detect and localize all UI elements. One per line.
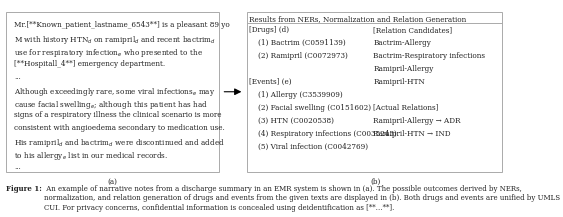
Text: (4) Respiratory infections (C0035243): (4) Respiratory infections (C0035243) xyxy=(249,130,397,138)
Text: [Relation Candidates]: [Relation Candidates] xyxy=(373,26,453,34)
Text: (a): (a) xyxy=(108,178,118,186)
FancyBboxPatch shape xyxy=(6,12,219,172)
Text: (1) Allergy (C3539909): (1) Allergy (C3539909) xyxy=(249,91,343,99)
Text: Ramipril-HTN → IND: Ramipril-HTN → IND xyxy=(373,130,451,138)
Text: Mr.[**Known_patient_lastname_6543**] is a pleasant 89 yo: Mr.[**Known_patient_lastname_6543**] is … xyxy=(14,21,230,29)
Text: (2) Ramipril (C0072973): (2) Ramipril (C0072973) xyxy=(249,52,348,60)
Text: Although exceedingly rare, some viral infections$_e$ may: Although exceedingly rare, some viral in… xyxy=(14,85,216,98)
Text: Ramipril-Allergy: Ramipril-Allergy xyxy=(373,65,434,73)
Text: [Actual Relations]: [Actual Relations] xyxy=(373,104,439,112)
Text: Bactrim-Allergy: Bactrim-Allergy xyxy=(373,39,431,47)
Text: signs of a respiratory illness the clinical scenario is more: signs of a respiratory illness the clini… xyxy=(14,112,221,120)
Text: [**Hospitall_4**] emergency department.: [**Hospitall_4**] emergency department. xyxy=(14,60,165,68)
Text: An example of narrative notes from a discharge summary in an EMR system is shown: An example of narrative notes from a dis… xyxy=(44,185,561,212)
Text: (1) Bactrim (C0591139): (1) Bactrim (C0591139) xyxy=(249,39,346,47)
Text: to his allergy$_e$ list in our medical records.: to his allergy$_e$ list in our medical r… xyxy=(14,150,168,162)
Text: (b): (b) xyxy=(370,178,381,186)
Text: [Drugs] (d): [Drugs] (d) xyxy=(249,26,289,34)
Text: Bactrim-Respiratory infections: Bactrim-Respiratory infections xyxy=(373,52,485,60)
Text: consistent with angioedema secondary to medication use.: consistent with angioedema secondary to … xyxy=(14,124,225,132)
Text: Figure 1:: Figure 1: xyxy=(6,185,42,193)
Text: His ramipril$_d$ and bactrim$_d$ were discontinued and added: His ramipril$_d$ and bactrim$_d$ were di… xyxy=(14,137,225,149)
Text: (3) HTN (C0020538): (3) HTN (C0020538) xyxy=(249,117,334,125)
Text: Results from NERs, Normalization and Relation Generation: Results from NERs, Normalization and Rel… xyxy=(249,15,467,23)
Text: ...: ... xyxy=(14,163,21,171)
Text: use for respiratory infection$_e$ who presented to the: use for respiratory infection$_e$ who pr… xyxy=(14,47,203,59)
Text: (5) Viral infection (C0042769): (5) Viral infection (C0042769) xyxy=(249,143,368,150)
FancyBboxPatch shape xyxy=(247,12,502,172)
Text: M with history HTN$_d$ on ramipril$_d$ and recent bactrim$_d$: M with history HTN$_d$ on ramipril$_d$ a… xyxy=(14,34,216,46)
Text: (2) Facial swelling (C0151602): (2) Facial swelling (C0151602) xyxy=(249,104,372,112)
Text: ...: ... xyxy=(14,73,21,81)
Text: Ramipril-HTN: Ramipril-HTN xyxy=(373,78,425,86)
Text: cause facial swelling$_e$; although this patient has had: cause facial swelling$_e$; although this… xyxy=(14,99,208,110)
Text: [Events] (e): [Events] (e) xyxy=(249,78,292,86)
Text: Ramipril-Allergy → ADR: Ramipril-Allergy → ADR xyxy=(373,117,461,125)
